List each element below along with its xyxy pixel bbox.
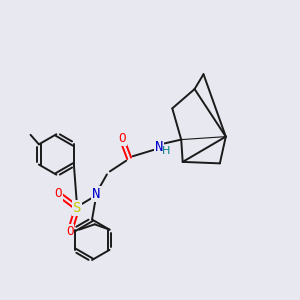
Text: N: N (92, 187, 101, 201)
Text: O: O (55, 188, 62, 200)
Text: O: O (118, 132, 125, 145)
Text: S: S (73, 201, 81, 215)
Text: O: O (66, 225, 74, 238)
Text: N: N (155, 140, 163, 154)
Text: H: H (162, 146, 170, 157)
